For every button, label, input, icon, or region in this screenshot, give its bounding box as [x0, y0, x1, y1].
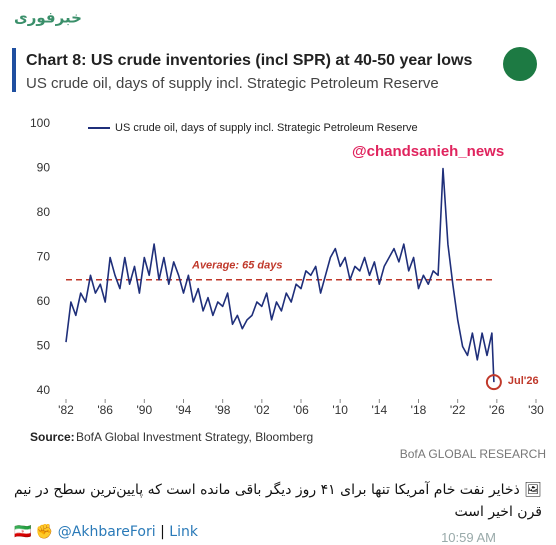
x-tick-label: '94: [176, 403, 192, 417]
caption: 🖼 ذخایر نفت خام آمریکا تنها برای ۴۱ روز …: [14, 482, 542, 520]
x-tick-label: '98: [215, 403, 231, 417]
highlight-circle: [485, 374, 502, 391]
x-tick-label: '22: [450, 403, 466, 417]
y-tick-label: 90: [37, 161, 51, 175]
fist: ✊: [35, 524, 54, 540]
title-bar: [12, 48, 16, 92]
flag: 🇮🇷: [14, 524, 32, 540]
watermark: @chandsanieh_news: [352, 143, 504, 160]
source-label: Source:: [30, 430, 75, 444]
y-tick-label: 50: [37, 339, 51, 353]
x-tick-label: '14: [372, 403, 388, 417]
brand: BofA GLOBAL RESEARCH: [400, 447, 546, 461]
y-tick-label: 60: [37, 294, 51, 308]
footer: 🇮🇷 ✊ @AkhbareFori | Link: [14, 524, 198, 540]
data-line: [65, 167, 495, 383]
x-tick-label: '82: [58, 403, 74, 417]
x-tick-label: '26: [489, 403, 505, 417]
x-tick-label: '10: [332, 403, 348, 417]
channel-logo: [503, 47, 537, 81]
x-tick-label: '30: [528, 403, 544, 417]
y-tick-label: 80: [37, 205, 51, 219]
legend-label: US crude oil, days of supply incl. Strat…: [115, 122, 418, 134]
handle-link[interactable]: @AkhbareFori: [57, 524, 156, 540]
x-tick-label: '06: [293, 403, 309, 417]
source: BofA Global Investment Strategy, Bloombe…: [76, 430, 313, 444]
y-tick-label: 70: [37, 250, 51, 264]
average-label: Average: 65 days: [191, 260, 283, 272]
time: 10:59 AM: [441, 530, 496, 545]
chart: خبرفوری Chart 8: US crude inventories (i…: [6, 8, 550, 468]
chart-title: Chart 8: US crude inventories (incl SPR)…: [26, 52, 472, 69]
y-tick-label: 100: [30, 116, 50, 130]
annotation: Jul'26: [508, 375, 539, 387]
chart-card: [6, 40, 550, 468]
x-tick-label: '86: [97, 403, 113, 417]
channel-name[interactable]: خبرفوری: [14, 9, 82, 27]
x-tick-label: '18: [411, 403, 427, 417]
separator: |: [160, 524, 165, 540]
link[interactable]: Link: [169, 524, 198, 540]
x-tick-label: '02: [254, 403, 270, 417]
chart-subtitle: US crude oil, days of supply incl. Strat…: [26, 75, 439, 92]
x-tick-label: '90: [137, 403, 153, 417]
y-tick-label: 40: [37, 383, 51, 397]
